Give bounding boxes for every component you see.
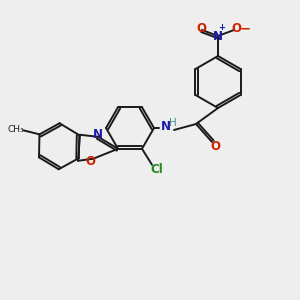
Text: O: O bbox=[85, 155, 95, 168]
Text: O: O bbox=[231, 22, 241, 35]
Text: CH₃: CH₃ bbox=[7, 125, 24, 134]
Text: N: N bbox=[93, 128, 103, 141]
Text: −: − bbox=[239, 22, 250, 35]
Text: O: O bbox=[210, 140, 220, 152]
Text: N: N bbox=[213, 29, 223, 43]
Text: Cl: Cl bbox=[151, 163, 164, 176]
Text: O: O bbox=[196, 22, 206, 35]
Text: H: H bbox=[169, 118, 177, 128]
Text: N: N bbox=[161, 121, 171, 134]
Text: +: + bbox=[218, 22, 225, 32]
